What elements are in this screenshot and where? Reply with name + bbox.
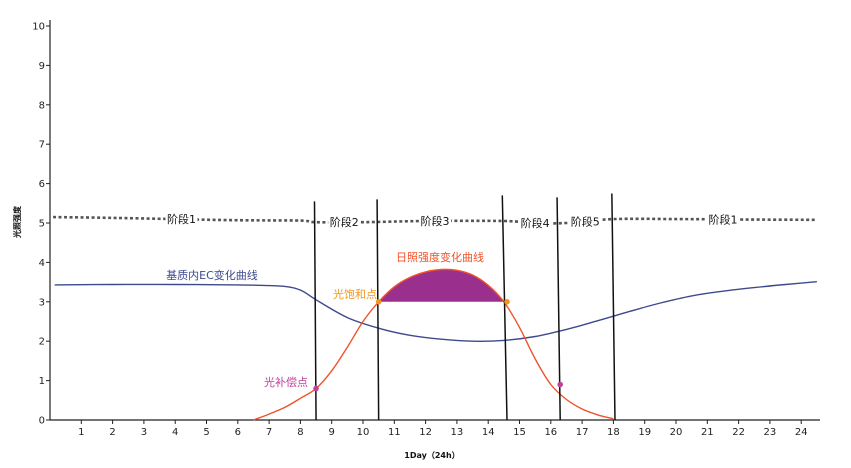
saturation-point-label: 光饱和点 [333, 287, 377, 301]
y-tick-label: 6 [39, 179, 45, 190]
saturation-fill-layer [378, 269, 504, 302]
stage-divider-2 [376, 199, 380, 421]
stage-label-2: 阶段2 [330, 215, 359, 229]
x-tick-label: 14 [482, 427, 495, 438]
x-tick-label: 23 [764, 427, 777, 438]
stage-label-5: 阶段5 [571, 214, 600, 228]
key-points [313, 299, 564, 392]
stage-divider-3 [501, 195, 508, 421]
stage-label-bg [419, 214, 451, 228]
x-tick-label: 11 [388, 427, 401, 438]
point-saturation-start [375, 299, 382, 305]
stage-label-3: 阶段3 [421, 214, 450, 228]
stage-divider-5 [611, 193, 616, 421]
y-tick-label: 7 [39, 140, 45, 151]
stage-label-6: 阶段1 [708, 212, 737, 226]
x-axis-title: 1Day（24h） [404, 450, 459, 460]
stage-label-bg [706, 212, 739, 226]
x-tick-label: 17 [576, 427, 589, 438]
x-tick-label: 8 [297, 427, 303, 438]
stage-label-bg [519, 216, 552, 229]
y-axis-title: 光照强度 [12, 205, 22, 239]
stage-label-bg [328, 215, 361, 229]
x-tick-label: 21 [701, 427, 714, 438]
x-tick-label: 20 [670, 427, 683, 438]
x-tick-label: 7 [266, 427, 272, 438]
x-tick-label: 22 [732, 427, 745, 438]
x-tick-label: 3 [141, 427, 147, 438]
x-tick-label: 9 [329, 427, 335, 438]
stage-label-1: 阶段1 [167, 212, 196, 226]
x-tick-label: 2 [109, 427, 115, 438]
saturation-area [378, 269, 504, 302]
y-tick-label: 5 [39, 219, 45, 230]
x-tick-label: 13 [451, 427, 464, 438]
x-tick-label: 12 [419, 427, 432, 438]
x-tick-label: 24 [795, 427, 808, 438]
point-saturation-end [504, 299, 510, 305]
labels-layer: 光照强度 1Day（24h） 日照强度变化曲线 基质内EC变化曲线 光饱和点 光… [12, 205, 739, 460]
stage-divider-1 [313, 201, 317, 421]
compensation-point-label: 光补偿点 [264, 375, 308, 389]
y-tick-label: 9 [39, 61, 45, 72]
y-tick-label: 1 [39, 376, 45, 387]
y-tick-label: 0 [39, 416, 45, 427]
x-tick-label: 5 [203, 427, 209, 438]
x-tick-label: 10 [357, 427, 370, 438]
stage-label-bg [165, 212, 198, 226]
light-curve-label: 日照强度变化曲线 [396, 250, 484, 264]
x-tick-label: 18 [607, 427, 620, 438]
stage-label-4: 阶段4 [521, 216, 550, 230]
y-tick-label: 4 [39, 258, 45, 269]
series-line-0 [54, 281, 817, 342]
point-compensation-2 [557, 381, 564, 388]
point-compensation [313, 385, 319, 392]
x-tick-label: 4 [172, 427, 178, 438]
x-tick-label: 16 [544, 427, 557, 438]
y-tick-label: 2 [39, 337, 45, 348]
y-tick-label: 3 [39, 297, 45, 308]
ec-curve-label: 基质内EC变化曲线 [166, 268, 258, 282]
y-tick-label: 8 [39, 100, 45, 111]
x-tick-label: 6 [235, 427, 241, 438]
y-tick-label: 10 [32, 22, 45, 33]
stage-label-bg [569, 214, 602, 228]
series-layer [53, 215, 817, 421]
x-tick-label: 19 [638, 427, 651, 438]
x-tick-label: 1 [78, 427, 84, 438]
x-tick-label: 15 [513, 427, 526, 438]
